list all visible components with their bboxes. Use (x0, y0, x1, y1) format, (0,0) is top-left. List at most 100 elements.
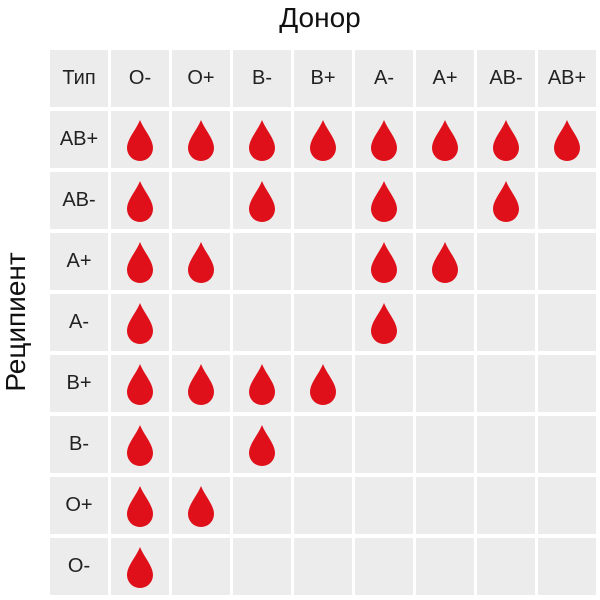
blood-drop-icon (126, 424, 154, 466)
blood-drop-icon (126, 180, 154, 222)
blood-drop-icon (370, 180, 398, 222)
blood-drop-icon (248, 363, 276, 405)
compatibility-cell (538, 416, 596, 473)
blood-drop-icon (187, 119, 215, 161)
compatibility-cell (172, 172, 230, 229)
compatibility-cell (416, 172, 474, 229)
compatibility-cell (355, 416, 413, 473)
compatibility-cell (111, 416, 169, 473)
donor-header: B- (233, 50, 291, 107)
recipient-header: O- (50, 538, 108, 595)
compatibility-cell (233, 477, 291, 534)
blood-drop-icon (126, 302, 154, 344)
compatibility-cell (538, 233, 596, 290)
blood-drop-icon (431, 119, 459, 161)
blood-drop-icon (370, 119, 398, 161)
compatibility-cell (233, 294, 291, 351)
compatibility-cell (294, 416, 352, 473)
compatibility-cell (355, 538, 413, 595)
compatibility-cell (416, 294, 474, 351)
compatibility-cell (355, 233, 413, 290)
donor-header: A- (355, 50, 413, 107)
blood-drop-icon (187, 363, 215, 405)
compatibility-cell (233, 538, 291, 595)
compatibility-cell (294, 477, 352, 534)
compatibility-cell (477, 233, 535, 290)
compatibility-cell (111, 355, 169, 412)
compatibility-cell (294, 355, 352, 412)
recipient-header: B+ (50, 355, 108, 412)
compatibility-cell (172, 355, 230, 412)
compatibility-cell (294, 538, 352, 595)
compatibility-cell (538, 172, 596, 229)
compatibility-cell (172, 477, 230, 534)
recipient-header: B- (50, 416, 108, 473)
blood-drop-icon (492, 119, 520, 161)
blood-drop-icon (126, 363, 154, 405)
compatibility-cell (111, 111, 169, 168)
blood-drop-icon (553, 119, 581, 161)
recipient-header: O+ (50, 477, 108, 534)
recipient-axis-title: Реципиент (0, 252, 31, 392)
compatibility-cell (538, 477, 596, 534)
compatibility-cell (233, 172, 291, 229)
compatibility-cell (294, 172, 352, 229)
compatibility-cell (416, 111, 474, 168)
compatibility-cell (477, 477, 535, 534)
compatibility-table: Тип O- O+ B- B+ A- A+ AB- AB+ AB+ AB- A+ A- B+ B- O+ O- (50, 50, 596, 595)
compatibility-cell (355, 172, 413, 229)
compatibility-cell (172, 233, 230, 290)
recipient-header: A- (50, 294, 108, 351)
compatibility-cell (233, 355, 291, 412)
blood-drop-icon (370, 241, 398, 283)
blood-drop-icon (126, 241, 154, 283)
donor-header: O- (111, 50, 169, 107)
compatibility-cell (416, 233, 474, 290)
compatibility-cell (416, 416, 474, 473)
compatibility-cell (111, 294, 169, 351)
blood-drop-icon (126, 119, 154, 161)
compatibility-cell (538, 538, 596, 595)
compatibility-cell (355, 111, 413, 168)
compatibility-cell (538, 111, 596, 168)
compatibility-cell (111, 538, 169, 595)
donor-axis-title: Донор (279, 2, 361, 33)
blood-drop-icon (370, 302, 398, 344)
blood-drop-icon (309, 363, 337, 405)
compatibility-cell (477, 416, 535, 473)
blood-drop-icon (309, 119, 337, 161)
compatibility-cell (111, 172, 169, 229)
blood-drop-icon (431, 241, 459, 283)
compatibility-cell (172, 416, 230, 473)
compatibility-cell (416, 355, 474, 412)
compatibility-cell (172, 111, 230, 168)
compatibility-cell (172, 538, 230, 595)
donor-header: AB+ (538, 50, 596, 107)
blood-drop-icon (248, 119, 276, 161)
compatibility-cell (233, 416, 291, 473)
compatibility-cell (477, 172, 535, 229)
compatibility-cell (294, 111, 352, 168)
compatibility-cell (172, 294, 230, 351)
recipient-header: A+ (50, 233, 108, 290)
compatibility-cell (416, 538, 474, 595)
blood-drop-icon (126, 485, 154, 527)
blood-drop-icon (248, 180, 276, 222)
compatibility-cell (233, 111, 291, 168)
compatibility-cell (233, 233, 291, 290)
compatibility-cell (355, 294, 413, 351)
compatibility-cell (477, 538, 535, 595)
blood-drop-icon (248, 424, 276, 466)
recipient-header: AB+ (50, 111, 108, 168)
compatibility-cell (477, 294, 535, 351)
blood-drop-icon (492, 180, 520, 222)
donor-header: B+ (294, 50, 352, 107)
compatibility-cell (416, 477, 474, 534)
compatibility-cell (294, 233, 352, 290)
compatibility-cell (111, 233, 169, 290)
donor-header: O+ (172, 50, 230, 107)
compatibility-cell (294, 294, 352, 351)
blood-drop-icon (187, 485, 215, 527)
blood-drop-icon (126, 546, 154, 588)
compatibility-cell (538, 355, 596, 412)
